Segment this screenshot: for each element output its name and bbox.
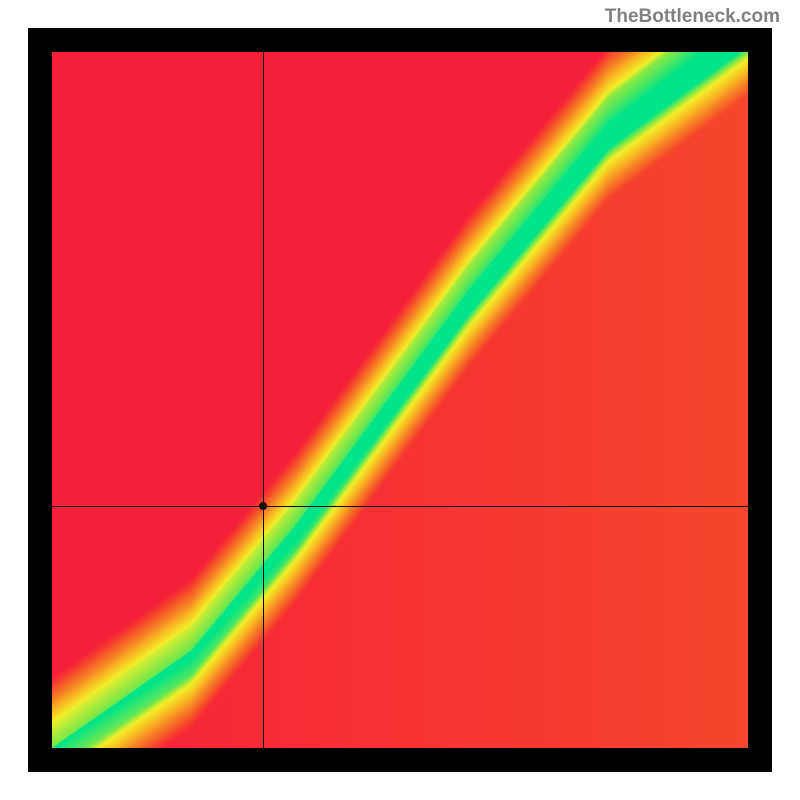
chart-container: TheBottleneck.com bbox=[0, 0, 800, 800]
heatmap-canvas bbox=[52, 52, 748, 748]
crosshair-marker bbox=[259, 502, 267, 510]
plot-area bbox=[52, 52, 748, 748]
attribution-text: TheBottleneck.com bbox=[605, 6, 780, 28]
crosshair-vertical bbox=[263, 52, 264, 748]
crosshair-horizontal bbox=[52, 506, 748, 507]
plot-border bbox=[28, 28, 772, 772]
